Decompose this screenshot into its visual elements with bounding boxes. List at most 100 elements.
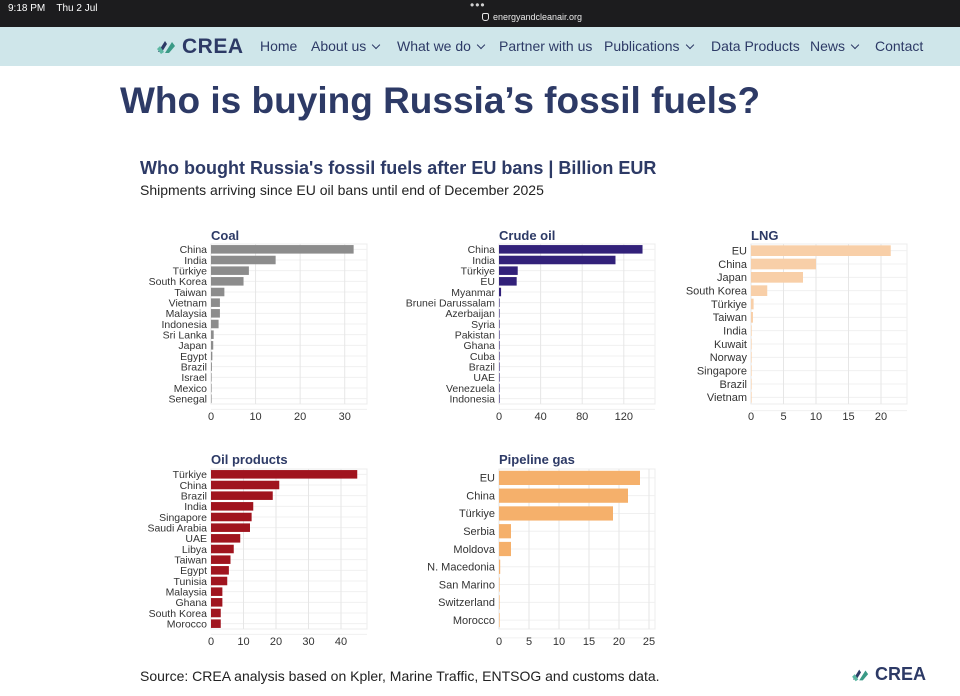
category-label: Vietnam	[169, 297, 208, 309]
address-bar[interactable]: energyandcleanair.org	[482, 12, 582, 22]
bar	[499, 351, 500, 361]
panel-title: LNG	[751, 228, 778, 243]
nav-item-data-products[interactable]: Data Products	[711, 38, 800, 54]
bar	[499, 524, 511, 539]
category-label: India	[472, 255, 495, 267]
x-tick-label: 5	[780, 411, 786, 423]
category-label: Israel	[181, 372, 207, 384]
category-label: Türkiye	[173, 469, 208, 481]
bar	[211, 555, 231, 564]
bar	[499, 266, 518, 275]
more-dots-icon[interactable]: •••	[470, 0, 486, 12]
nav-item-label: Publications	[604, 38, 680, 54]
category-label: Syria	[471, 319, 495, 331]
x-tick-label: 0	[496, 636, 502, 648]
category-label: Tunisia	[174, 576, 208, 588]
category-label: Morocco	[453, 615, 495, 627]
bar	[499, 245, 643, 254]
nav-item-about-us[interactable]: About us	[311, 38, 381, 54]
crea-logo-icon	[157, 41, 175, 54]
x-tick-label: 20	[294, 411, 306, 423]
category-label: Azerbaijan	[445, 308, 495, 320]
x-tick-label: 80	[576, 411, 588, 423]
x-tick-label: 15	[583, 636, 595, 648]
category-label: Indonesia	[449, 393, 495, 405]
category-label: N. Macedonia	[427, 562, 496, 574]
category-label: Switzerland	[438, 597, 495, 609]
crea-logo[interactable]: CREA	[156, 35, 244, 59]
nav-item-publications[interactable]: Publications	[604, 38, 694, 54]
category-label: Venezuela	[446, 383, 495, 395]
chart-subtitle: Shipments arriving since EU oil bans unt…	[140, 182, 544, 198]
bar	[211, 523, 250, 532]
category-label: China	[718, 259, 748, 271]
bar	[211, 266, 249, 275]
nav-item-news[interactable]: News	[810, 38, 860, 54]
category-label: Japan	[717, 272, 747, 284]
category-label: UAE	[185, 533, 207, 545]
x-tick-label: 30	[339, 411, 351, 423]
nav-item-what-we-do[interactable]: What we do	[397, 38, 486, 54]
nav-item-label: Partner with us	[499, 38, 593, 54]
bar	[751, 298, 754, 310]
bar	[499, 595, 500, 610]
bar	[211, 534, 241, 543]
nav-item-contact[interactable]: Contact	[875, 38, 923, 54]
nav-item-home[interactable]: Home	[260, 38, 297, 54]
category-label: South Korea	[149, 276, 208, 288]
category-label: Myanmar	[451, 287, 495, 299]
category-label: Brazil	[181, 490, 207, 502]
category-label: EU	[480, 276, 495, 288]
x-tick-label: 5	[526, 636, 532, 648]
panel-title: Coal	[211, 228, 239, 243]
category-label: Brazil	[181, 361, 207, 373]
x-tick-label: 40	[335, 636, 347, 648]
category-label: Türkiye	[711, 299, 747, 311]
status-time: 9:18 PM Thu 2 Jul	[8, 3, 98, 14]
chart-title: Who bought Russia's fossil fuels after E…	[140, 158, 657, 178]
url-text: energyandcleanair.org	[493, 12, 583, 22]
category-label: Vietnam	[707, 392, 747, 404]
category-label: China	[180, 480, 208, 492]
bar	[499, 613, 500, 628]
category-label: Malaysia	[166, 586, 208, 598]
bar	[751, 365, 752, 376]
nav-item-label: About us	[311, 38, 367, 54]
bar	[499, 287, 502, 297]
footer-logo-text: CREA	[875, 664, 927, 684]
bar	[751, 325, 752, 336]
footer-crea-logo: CREA	[851, 664, 926, 685]
category-label: Türkiye	[461, 265, 496, 277]
bar	[751, 352, 752, 363]
bar	[211, 383, 212, 393]
bar	[499, 394, 500, 403]
bar	[499, 341, 500, 350]
x-tick-label: 40	[534, 411, 546, 423]
category-label: Morocco	[167, 618, 207, 630]
category-label: Taiwan	[174, 554, 207, 566]
category-label: Pakistan	[455, 329, 495, 341]
bar	[211, 277, 244, 286]
nav-item-label: Contact	[875, 38, 924, 54]
category-label: Egypt	[180, 565, 207, 577]
x-tick-label: 10	[553, 636, 565, 648]
category-label: Singapore	[159, 512, 207, 524]
bar	[211, 598, 223, 607]
x-tick-label: 20	[270, 636, 282, 648]
category-label: Serbia	[463, 526, 496, 538]
category-label: Brazil	[469, 361, 495, 373]
category-label: Singapore	[697, 365, 747, 377]
category-label: Malaysia	[166, 308, 208, 320]
bar	[751, 258, 816, 270]
x-tick-label: 0	[748, 411, 754, 423]
bar	[499, 330, 500, 339]
bar	[499, 541, 511, 557]
bar	[211, 298, 220, 307]
bar	[211, 341, 214, 350]
nav-item-label: Data Products	[711, 38, 800, 54]
panel-title: Pipeline gas	[499, 452, 575, 467]
nav-item-partner-with-us[interactable]: Partner with us	[499, 38, 592, 54]
bar	[499, 559, 501, 574]
